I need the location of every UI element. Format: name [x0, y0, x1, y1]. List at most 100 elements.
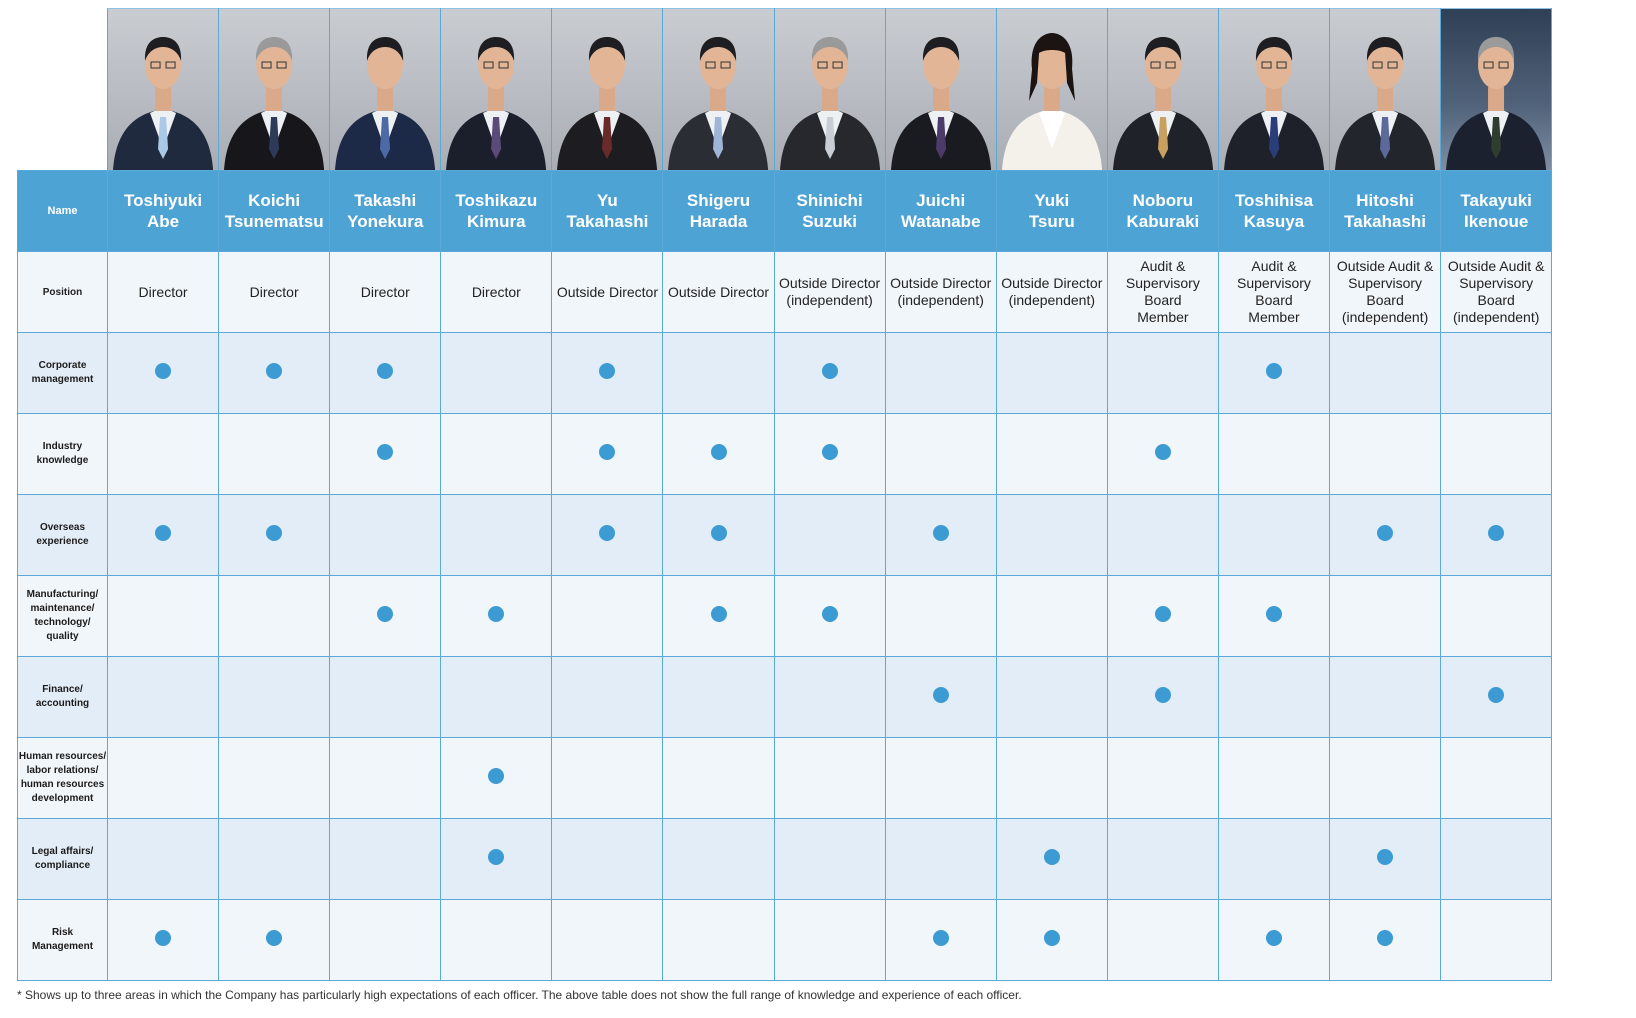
skill-cell — [773, 413, 886, 495]
skill-cell — [329, 899, 442, 981]
officer-first-name: Takashi — [354, 191, 417, 210]
skill-label: Corporate management — [17, 332, 108, 414]
officer-position: Director — [329, 251, 442, 333]
officer-first-name: Noboru — [1132, 191, 1194, 210]
skill-cell — [440, 575, 553, 657]
skill-cell — [1440, 818, 1553, 900]
person-portrait-icon — [1441, 9, 1552, 170]
officer-position: Outside Director (independent) — [773, 251, 886, 333]
skill-cell — [1217, 413, 1331, 495]
filled-circle-icon — [821, 443, 838, 460]
skill-cell — [662, 818, 775, 900]
skill-cell — [995, 332, 1108, 414]
officer-name: Shigeru Harada — [662, 170, 775, 252]
skill-cell — [662, 332, 775, 414]
skill-cell — [1106, 656, 1219, 738]
filled-circle-icon — [932, 686, 949, 703]
skill-row: Corporate management — [17, 332, 1553, 414]
filled-circle-icon — [1488, 524, 1505, 541]
filled-circle-icon — [710, 524, 727, 541]
skill-cell — [218, 332, 331, 414]
filled-circle-icon — [1488, 686, 1505, 703]
skill-cell — [1106, 413, 1219, 495]
officer-name: Koichi Tsunematsu — [218, 170, 331, 252]
skill-row: Overseas experience — [17, 494, 1553, 576]
skill-cell — [773, 332, 886, 414]
skill-cell — [995, 737, 1108, 819]
skill-cell — [662, 494, 775, 576]
skill-cell — [551, 575, 664, 657]
portrait-cell — [1106, 8, 1219, 171]
skill-cell — [1329, 494, 1442, 576]
skill-cell — [995, 413, 1108, 495]
skill-cell — [884, 899, 997, 981]
officer-position: Outside Director — [662, 251, 775, 333]
filled-circle-icon — [1377, 848, 1394, 865]
skills-matrix-table: Name Toshiyuki Abe Koichi Tsunematsu Takashi Y… — [17, 8, 1553, 981]
skill-cell — [662, 656, 775, 738]
skill-cell — [106, 494, 220, 576]
skill-cell — [1106, 737, 1219, 819]
skill-cell — [1106, 494, 1219, 576]
portrait-cell — [106, 8, 220, 171]
person-portrait-icon — [1330, 9, 1441, 170]
skill-cell — [884, 575, 997, 657]
skill-cell — [1106, 899, 1219, 981]
skill-label: Human resources/ labor relations/ human … — [17, 737, 108, 819]
officer-last-name: Harada — [689, 212, 748, 231]
person-portrait-icon — [330, 9, 441, 170]
person-portrait-icon — [1107, 9, 1218, 170]
skill-cell — [995, 575, 1108, 657]
skill-cell — [106, 656, 220, 738]
officer-first-name: Juichi — [916, 191, 966, 210]
filled-circle-icon — [710, 443, 727, 460]
filled-circle-icon — [1265, 362, 1282, 379]
skill-cell — [329, 656, 442, 738]
skill-cell — [662, 899, 775, 981]
skill-cell — [440, 332, 553, 414]
skill-cell — [1217, 899, 1331, 981]
skill-cell — [106, 575, 220, 657]
skill-row: Legal affairs/ compliance — [17, 818, 1553, 900]
skill-cell — [1106, 332, 1219, 414]
skill-cell — [1440, 899, 1553, 981]
skill-label: Overseas experience — [17, 494, 108, 576]
footnote: * Shows up to three areas in which the C… — [17, 988, 1022, 1002]
skill-cell — [995, 656, 1108, 738]
officer-name: Toshikazu Kimura — [440, 170, 553, 252]
skill-cell — [440, 656, 553, 738]
officer-position: Director — [218, 251, 331, 333]
officer-last-name: Abe — [146, 212, 180, 231]
filled-circle-icon — [155, 524, 172, 541]
filled-circle-icon — [599, 362, 616, 379]
position-header: Position — [17, 251, 108, 333]
officer-first-name: Yu — [597, 191, 618, 210]
filled-circle-icon — [1377, 929, 1394, 946]
skill-label: Legal affairs/ compliance — [17, 818, 108, 900]
skill-cell — [1106, 818, 1219, 900]
filled-circle-icon — [377, 605, 394, 622]
filled-circle-icon — [710, 605, 727, 622]
skill-cell — [1217, 818, 1331, 900]
officer-first-name: Shigeru — [686, 191, 751, 210]
person-portrait-icon — [1218, 9, 1330, 170]
skill-cell — [551, 413, 664, 495]
officer-first-name: Koichi — [248, 191, 301, 210]
skill-cell — [551, 737, 664, 819]
skill-cell — [884, 656, 997, 738]
officer-last-name: Suzuki — [802, 212, 857, 231]
officer-first-name: Toshihisa — [1234, 191, 1314, 210]
officer-position: Audit & Supervisory Board Member — [1217, 251, 1331, 333]
filled-circle-icon — [266, 524, 283, 541]
skill-cell — [773, 494, 886, 576]
skill-cell — [329, 575, 442, 657]
skill-row: Finance/ accounting — [17, 656, 1553, 738]
portrait-cell — [551, 8, 664, 171]
officer-name: Shinichi Suzuki — [773, 170, 886, 252]
skill-cell — [1106, 575, 1219, 657]
skill-cell — [106, 818, 220, 900]
skill-cell — [218, 575, 331, 657]
skill-cell — [551, 818, 664, 900]
officer-position: Outside Director (independent) — [884, 251, 997, 333]
skill-cell — [329, 413, 442, 495]
